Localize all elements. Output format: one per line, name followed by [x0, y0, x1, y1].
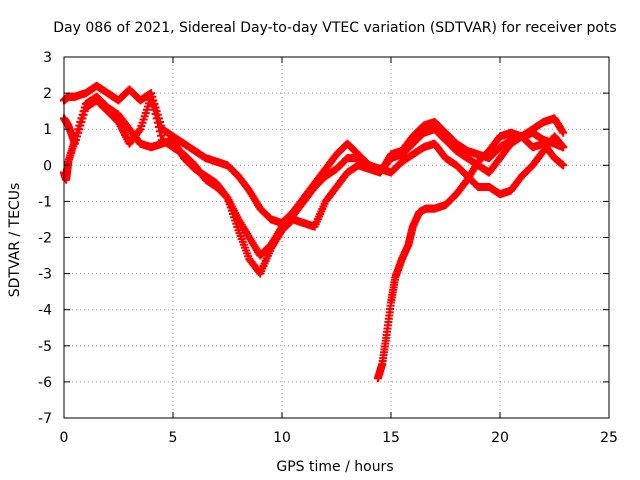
y-tick-label: 1 [43, 122, 52, 138]
series-track-4 [373, 128, 568, 383]
y-tick-label: -3 [38, 267, 52, 283]
data-point [155, 127, 164, 136]
data-point [154, 123, 163, 132]
x-tick-label: 5 [169, 430, 178, 446]
y-axis-label: SDTVAR / TECUs [7, 183, 23, 298]
y-tick-label: 3 [43, 50, 52, 66]
data-point [153, 118, 162, 127]
x-tick-label: 10 [273, 430, 291, 446]
y-tick-label: -7 [38, 411, 52, 427]
data-point [135, 126, 144, 135]
data-point [559, 161, 568, 170]
data-point [157, 131, 166, 140]
y-tick-label: -4 [38, 303, 52, 319]
x-tick-label: 0 [60, 430, 69, 446]
x-axis-ticks: 0 5 10 15 20 25 [60, 57, 618, 446]
data-point [151, 110, 160, 119]
x-tick-label: 15 [382, 430, 400, 446]
y-tick-label: -2 [38, 231, 52, 247]
y-tick-label: -6 [38, 375, 52, 391]
y-tick-label: 2 [43, 86, 52, 102]
data-point [559, 143, 568, 152]
data-points [60, 81, 568, 383]
data-point [152, 114, 161, 123]
chart-title: Day 086 of 2021, Sidereal Day-to-day VTE… [53, 20, 616, 36]
y-axis-ticks: -7 -6 -5 -4 -3 -2 -1 0 1 2 3 [38, 50, 609, 427]
data-point [148, 97, 157, 106]
x-axis-label: GPS time / hours [276, 459, 393, 475]
data-point [150, 105, 159, 114]
series-track-3 [60, 92, 568, 260]
data-point [149, 101, 158, 110]
x-tick-label: 20 [491, 430, 509, 446]
data-point [147, 92, 156, 101]
y-tick-label: -5 [38, 339, 52, 355]
y-tick-label: 0 [43, 158, 52, 174]
x-tick-label: 25 [600, 430, 618, 446]
data-point [559, 128, 568, 137]
y-tick-label: -1 [38, 194, 52, 210]
series-track-1 [60, 81, 568, 228]
